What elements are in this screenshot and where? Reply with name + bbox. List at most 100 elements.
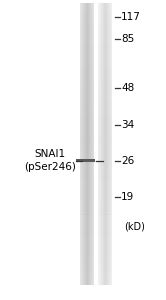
Bar — [82, 3, 83, 285]
Bar — [80, 38, 94, 45]
Bar — [80, 172, 94, 179]
Bar — [80, 137, 94, 144]
Bar — [80, 24, 94, 31]
Bar — [80, 207, 94, 214]
Bar — [98, 229, 113, 236]
Bar — [98, 67, 113, 73]
Bar — [80, 3, 81, 285]
Text: 26: 26 — [121, 155, 134, 166]
Bar — [98, 81, 113, 88]
Bar — [105, 3, 106, 285]
Text: 85: 85 — [121, 34, 134, 44]
Bar — [76, 158, 95, 163]
Bar — [98, 179, 113, 186]
Bar — [98, 236, 113, 243]
Bar — [93, 3, 94, 285]
Bar — [87, 3, 88, 285]
Bar — [80, 31, 94, 38]
Bar — [98, 165, 113, 172]
Bar — [80, 45, 94, 52]
Text: (pSer246): (pSer246) — [24, 162, 76, 172]
Bar — [98, 17, 113, 24]
Bar — [98, 172, 113, 179]
Bar — [80, 81, 94, 88]
Bar — [80, 158, 94, 165]
Bar — [98, 95, 113, 102]
Bar — [80, 186, 94, 193]
Bar — [85, 3, 86, 285]
Text: 48: 48 — [121, 83, 134, 94]
Bar — [80, 236, 94, 243]
Bar — [80, 59, 94, 67]
Bar — [80, 193, 94, 200]
Bar — [92, 3, 93, 285]
Bar — [80, 264, 94, 271]
Bar — [80, 179, 94, 186]
Bar — [80, 214, 94, 221]
Bar — [81, 3, 82, 285]
Bar — [80, 3, 94, 10]
Bar — [98, 109, 113, 116]
Bar — [112, 3, 113, 285]
Bar — [98, 144, 113, 151]
Bar — [98, 10, 113, 17]
Bar — [88, 3, 89, 285]
Bar — [98, 193, 113, 200]
Bar — [80, 123, 94, 130]
Bar — [80, 278, 94, 285]
Bar — [98, 130, 113, 137]
Bar — [98, 3, 99, 285]
Bar — [98, 59, 113, 67]
Bar — [80, 130, 94, 137]
Text: (kD): (kD) — [124, 221, 145, 232]
Bar — [80, 221, 94, 229]
Bar — [98, 158, 113, 165]
Bar — [101, 3, 102, 285]
Bar — [91, 3, 92, 285]
Bar — [80, 67, 94, 73]
Bar — [84, 3, 85, 285]
Bar — [80, 95, 94, 102]
Bar — [98, 214, 113, 221]
Bar — [107, 3, 108, 285]
Bar — [98, 88, 113, 95]
Bar — [98, 102, 113, 109]
Bar — [80, 88, 94, 95]
Bar — [80, 243, 94, 250]
Bar — [99, 3, 100, 285]
Bar — [102, 3, 103, 285]
Bar — [98, 207, 113, 214]
Bar — [98, 123, 113, 130]
Text: SNAI1: SNAI1 — [34, 149, 65, 159]
Bar — [111, 3, 112, 285]
Bar — [98, 24, 113, 31]
Bar — [80, 229, 94, 236]
Bar — [80, 74, 94, 80]
Text: 19: 19 — [121, 191, 134, 202]
Text: 117: 117 — [121, 11, 141, 22]
Bar — [83, 3, 84, 285]
Bar — [98, 250, 113, 257]
Bar — [98, 200, 113, 208]
Bar — [98, 151, 113, 158]
Bar — [98, 116, 113, 123]
Bar — [80, 116, 94, 123]
Bar — [98, 3, 113, 10]
Bar — [80, 10, 94, 17]
Bar — [98, 52, 113, 59]
Bar — [98, 264, 113, 271]
Bar — [98, 186, 113, 193]
Text: 34: 34 — [121, 119, 134, 130]
Bar — [103, 3, 104, 285]
Bar — [100, 3, 101, 285]
Bar — [80, 52, 94, 59]
Bar — [98, 257, 113, 264]
Bar — [80, 271, 94, 278]
Bar — [104, 3, 105, 285]
Bar — [80, 165, 94, 172]
Bar — [80, 102, 94, 109]
Bar — [90, 3, 91, 285]
Bar — [80, 109, 94, 116]
Bar — [98, 271, 113, 278]
Bar — [80, 257, 94, 264]
